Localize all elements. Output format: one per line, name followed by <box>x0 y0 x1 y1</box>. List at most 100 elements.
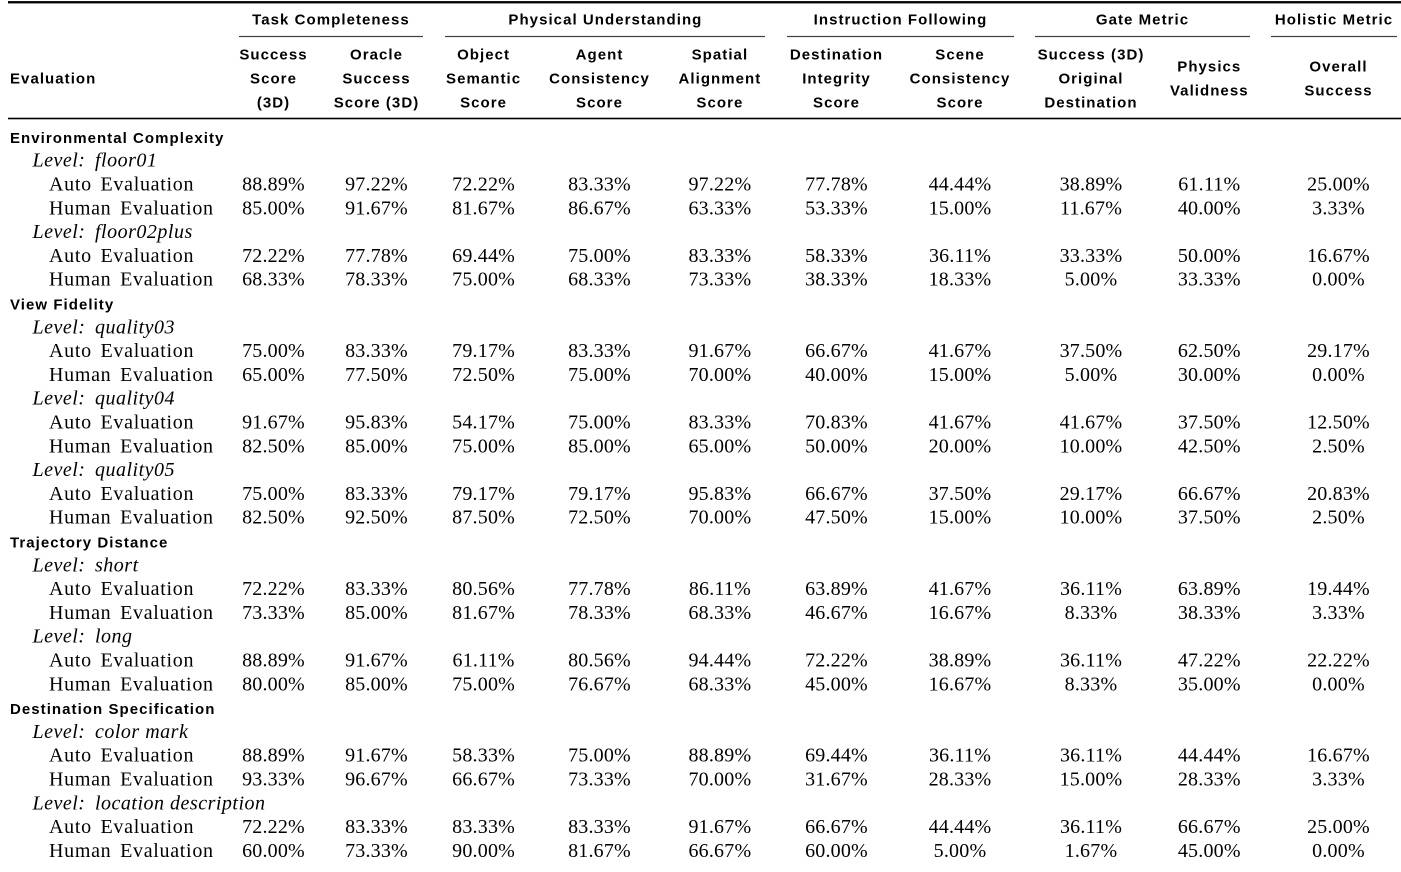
svg-text:View Fidelity: View Fidelity <box>10 297 114 314</box>
svg-text:Level:: Level: <box>32 459 86 481</box>
svg-text:Destination Specification: Destination Specification <box>10 701 215 718</box>
svg-text:floor01: floor01 <box>95 150 157 172</box>
svg-text:72.22%: 72.22% <box>242 245 305 267</box>
svg-text:45.00%: 45.00% <box>1178 840 1241 862</box>
svg-text:83.33%: 83.33% <box>568 340 631 362</box>
svg-text:15.00%: 15.00% <box>929 364 992 386</box>
svg-text:66.67%: 66.67% <box>452 769 515 791</box>
svg-text:5.00%: 5.00% <box>1065 269 1118 291</box>
svg-text:Human Evaluation: Human Evaluation <box>49 840 214 862</box>
svg-text:91.67%: 91.67% <box>688 816 751 838</box>
svg-text:58.33%: 58.33% <box>452 745 515 767</box>
svg-text:77.78%: 77.78% <box>345 245 408 267</box>
svg-text:46.67%: 46.67% <box>805 602 868 624</box>
svg-text:75.00%: 75.00% <box>242 340 305 362</box>
svg-text:short: short <box>95 554 139 576</box>
svg-text:3.33%: 3.33% <box>1312 769 1365 791</box>
svg-text:68.33%: 68.33% <box>568 269 631 291</box>
svg-text:63.33%: 63.33% <box>688 197 751 219</box>
svg-text:36.11%: 36.11% <box>1060 816 1122 838</box>
svg-text:91.67%: 91.67% <box>345 650 408 672</box>
svg-text:53.33%: 53.33% <box>805 197 868 219</box>
svg-text:63.89%: 63.89% <box>805 578 868 600</box>
svg-text:62.50%: 62.50% <box>1178 340 1241 362</box>
svg-text:41.67%: 41.67% <box>1060 412 1123 434</box>
svg-text:70.83%: 70.83% <box>805 412 868 434</box>
svg-text:38.89%: 38.89% <box>929 650 992 672</box>
svg-text:70.00%: 70.00% <box>688 364 751 386</box>
svg-text:94.44%: 94.44% <box>688 650 751 672</box>
svg-text:Destination: Destination <box>790 46 883 63</box>
svg-text:66.67%: 66.67% <box>1178 483 1241 505</box>
svg-text:65.00%: 65.00% <box>242 364 305 386</box>
svg-text:66.67%: 66.67% <box>1178 816 1241 838</box>
svg-text:85.00%: 85.00% <box>345 435 408 457</box>
svg-text:Overall: Overall <box>1309 58 1367 75</box>
svg-text:54.17%: 54.17% <box>452 412 515 434</box>
svg-text:36.11%: 36.11% <box>1060 650 1122 672</box>
svg-text:77.50%: 77.50% <box>345 364 408 386</box>
svg-text:75.00%: 75.00% <box>452 435 515 457</box>
svg-text:0.00%: 0.00% <box>1312 364 1365 386</box>
svg-text:29.17%: 29.17% <box>1060 483 1123 505</box>
svg-text:Score: Score <box>460 94 507 111</box>
svg-text:Human Evaluation: Human Evaluation <box>49 197 214 219</box>
svg-text:quality05: quality05 <box>95 459 175 481</box>
svg-text:73.33%: 73.33% <box>688 269 751 291</box>
svg-text:11.67%: 11.67% <box>1060 197 1122 219</box>
svg-text:42.50%: 42.50% <box>1178 435 1241 457</box>
svg-text:33.33%: 33.33% <box>1060 245 1123 267</box>
svg-text:Physical Understanding: Physical Understanding <box>508 12 702 29</box>
svg-text:63.89%: 63.89% <box>1178 578 1241 600</box>
svg-text:80.56%: 80.56% <box>568 650 631 672</box>
svg-text:Auto Evaluation: Auto Evaluation <box>49 412 194 434</box>
svg-text:91.67%: 91.67% <box>242 412 305 434</box>
svg-text:37.50%: 37.50% <box>1178 507 1241 529</box>
svg-text:Score: Score <box>696 94 743 111</box>
svg-text:Level:: Level: <box>32 626 86 648</box>
svg-text:Object: Object <box>457 46 510 63</box>
svg-text:75.00%: 75.00% <box>568 745 631 767</box>
svg-text:Auto Evaluation: Auto Evaluation <box>49 578 194 600</box>
svg-text:Human Evaluation: Human Evaluation <box>49 507 214 529</box>
svg-text:73.33%: 73.33% <box>242 602 305 624</box>
svg-text:97.22%: 97.22% <box>345 174 408 196</box>
svg-text:40.00%: 40.00% <box>805 364 868 386</box>
svg-text:0.00%: 0.00% <box>1312 673 1365 695</box>
svg-text:5.00%: 5.00% <box>934 840 987 862</box>
svg-text:Integrity: Integrity <box>802 70 871 87</box>
svg-text:Trajectory Distance: Trajectory Distance <box>10 535 168 552</box>
svg-text:38.89%: 38.89% <box>1060 174 1123 196</box>
svg-text:Scene: Scene <box>935 46 984 63</box>
svg-text:36.11%: 36.11% <box>929 245 991 267</box>
svg-text:5.00%: 5.00% <box>1065 364 1118 386</box>
svg-text:Human Evaluation: Human Evaluation <box>49 769 214 791</box>
svg-text:38.33%: 38.33% <box>1178 602 1241 624</box>
svg-text:Original: Original <box>1058 70 1123 87</box>
svg-text:location description: location description <box>95 792 266 814</box>
svg-text:83.33%: 83.33% <box>345 816 408 838</box>
svg-text:91.67%: 91.67% <box>345 197 408 219</box>
svg-text:Auto Evaluation: Auto Evaluation <box>49 340 194 362</box>
svg-text:77.78%: 77.78% <box>568 578 631 600</box>
svg-text:16.67%: 16.67% <box>929 602 992 624</box>
svg-text:91.67%: 91.67% <box>688 340 751 362</box>
svg-text:69.44%: 69.44% <box>452 245 515 267</box>
svg-text:78.33%: 78.33% <box>345 269 408 291</box>
svg-text:86.67%: 86.67% <box>568 197 631 219</box>
svg-text:8.33%: 8.33% <box>1065 602 1118 624</box>
svg-text:44.44%: 44.44% <box>929 174 992 196</box>
svg-text:83.33%: 83.33% <box>568 174 631 196</box>
svg-text:16.67%: 16.67% <box>1307 245 1370 267</box>
svg-text:97.22%: 97.22% <box>688 174 751 196</box>
svg-text:Success: Success <box>1304 82 1372 99</box>
svg-text:Validness: Validness <box>1170 82 1249 99</box>
svg-text:61.11%: 61.11% <box>1178 174 1240 196</box>
svg-text:Environmental Complexity: Environmental Complexity <box>10 130 224 147</box>
svg-text:75.00%: 75.00% <box>568 245 631 267</box>
svg-text:88.89%: 88.89% <box>242 745 305 767</box>
svg-text:85.00%: 85.00% <box>242 197 305 219</box>
svg-text:82.50%: 82.50% <box>242 507 305 529</box>
svg-text:Score: Score <box>250 70 297 87</box>
svg-text:61.11%: 61.11% <box>453 650 515 672</box>
